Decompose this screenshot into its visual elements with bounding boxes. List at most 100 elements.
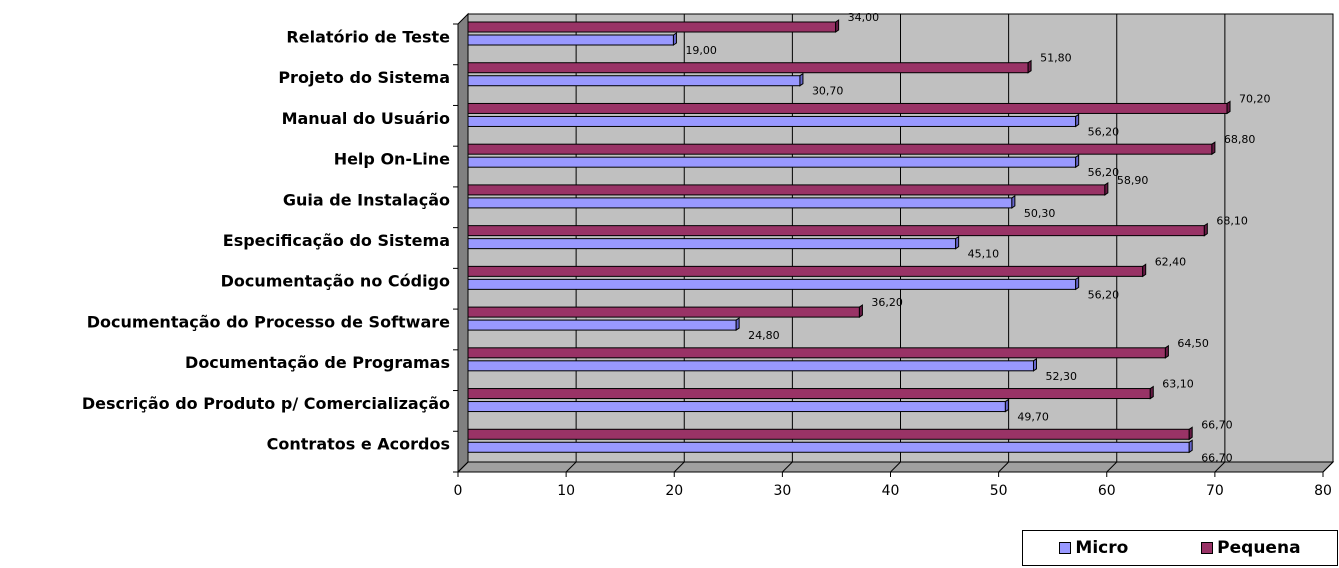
data-label-pequena: 68,80 [1224,133,1256,146]
legend-item-pequena: Pequena [1201,538,1301,558]
gridline-floor [1322,461,1334,473]
bar-pequena [467,385,1154,400]
data-label-pequena: 63,10 [1162,378,1194,391]
x-tick-label: 20 [665,483,683,499]
bar-pequena [467,181,1109,196]
bar-pequena [467,344,1169,359]
category-label: Guia de Instalação [283,190,450,209]
axes [453,23,1324,477]
bar-face [467,306,860,318]
legend-label-pequena: Pequena [1217,538,1301,558]
gridline-floor [673,461,685,473]
data-label-micro: 45,10 [968,248,1000,261]
bar-face [467,319,737,331]
bar-pequena [467,222,1208,237]
bar-pequena [467,59,1032,74]
category-label: Projeto do Sistema [278,68,450,87]
bar-end-cap [1032,357,1037,372]
bar-pequena [467,426,1193,441]
x-tick-label: 70 [1206,483,1224,499]
data-label-pequena: 68,10 [1216,215,1248,228]
bar-micro [467,194,1016,209]
gridline-floor [565,461,577,473]
bar-face [467,265,1144,277]
bars [467,19,1231,454]
bar-face [467,102,1228,114]
data-label-micro: 56,20 [1088,125,1120,138]
x-tick-label: 80 [1314,483,1332,499]
bar-face [467,225,1205,237]
data-label-micro: 49,70 [1017,411,1049,424]
legend-swatch-pequena [1201,542,1214,554]
data-label-pequena: 58,90 [1117,174,1149,187]
x-tick-label: 60 [1098,483,1116,499]
data-label-pequena: 64,50 [1177,337,1209,350]
bar-end-cap [835,19,840,33]
bar-face [467,21,837,33]
bar-micro [467,357,1037,372]
bar-end-cap [1027,59,1032,74]
bar-end-cap [735,317,740,332]
gridlines [457,14,1334,473]
category-labels: Contratos e Acordos Descrição do Produto … [82,27,450,453]
bar-pequena [467,100,1231,115]
category-label: Descrição do Produto p/ Comercialização [82,394,450,413]
bar-micro [467,398,1009,413]
x-tick-label: 0 [454,483,463,499]
data-label-micro: 19,00 [685,44,717,57]
data-labels: 66,70 66,70 63,10 49,70 64,50 52,30 36,20 24,80… [685,11,1270,464]
category-label: Contratos e Acordos [267,435,450,454]
bar-pequena [467,304,863,319]
bar-end-cap [1203,222,1208,237]
legend-label-micro: Micro [1075,538,1129,558]
bar-face [467,428,1190,440]
tick-labels: 0 10 20 30 40 50 60 70 80 [454,483,1332,499]
data-label-pequena: 62,40 [1155,255,1187,268]
bar-end-cap [1142,263,1147,278]
category-label: Relatório de Teste [286,27,450,46]
bar-end-cap [1188,439,1193,454]
data-label-pequena: 36,20 [871,296,903,309]
bar-face [467,62,1029,74]
bar-end-cap [1104,181,1109,196]
plot-side-wall [457,12,469,474]
bar-end-cap [1011,194,1016,209]
bar-end-cap [1211,141,1216,156]
bar-face [467,388,1151,400]
bar-face [467,197,1013,209]
gridline-floor [998,461,1009,473]
data-label-micro: 30,70 [812,85,844,98]
legend-swatch-micro [1059,542,1072,554]
bar-pequena [467,141,1216,156]
data-label-pequena: 51,80 [1040,52,1072,65]
bar-micro [467,276,1080,291]
bar-end-cap [1004,398,1009,413]
bar-face [467,115,1077,127]
bar-end-cap [1188,426,1193,441]
data-label-pequena: 34,00 [848,11,880,24]
bar-end-cap [1226,100,1231,115]
bar-face [467,184,1106,196]
x-tick-label: 50 [990,483,1008,499]
bar-end-cap [672,32,677,46]
bar-end-cap [1075,113,1080,128]
data-label-pequena: 70,20 [1239,92,1271,105]
data-label-micro: 66,70 [1201,451,1233,464]
bar-face [467,238,957,250]
bar-face [467,34,674,46]
bar-micro [467,154,1080,169]
x-tick-label: 30 [773,483,791,499]
bar-face [467,75,801,87]
gridline-floor [1214,461,1226,473]
legend-item-micro: Micro [1059,538,1128,558]
gridline-floor [890,461,901,473]
category-label: Help On-Line [334,150,450,169]
bar-end-cap [799,72,804,87]
bar-micro [467,72,804,87]
data-label-micro: 56,20 [1088,288,1120,301]
bar-face [467,360,1034,372]
data-label-pequena: 66,70 [1201,418,1233,431]
data-label-micro: 24,80 [748,329,780,342]
data-label-micro: 52,30 [1045,370,1077,383]
